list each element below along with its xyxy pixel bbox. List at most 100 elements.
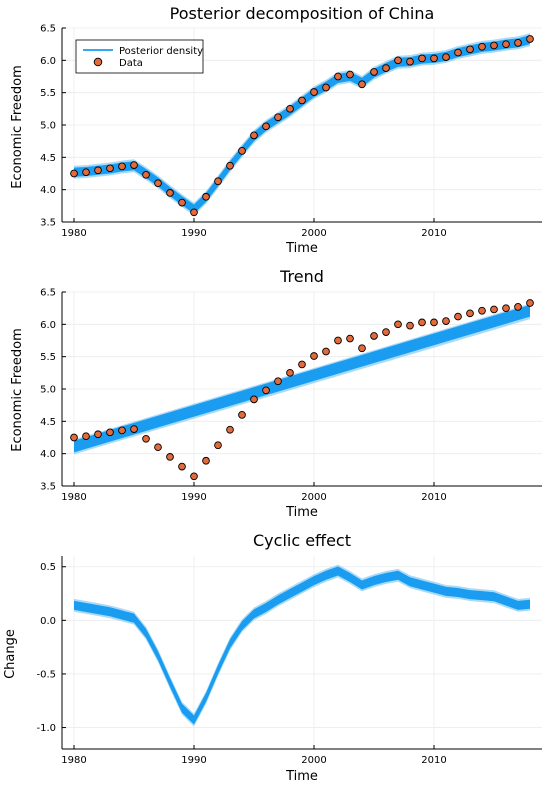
x-axis-label: Time bbox=[285, 241, 318, 256]
y-axis-label: Change bbox=[3, 629, 18, 679]
data-point bbox=[286, 368, 294, 377]
y-axis-label: Economic Freedom bbox=[10, 65, 25, 189]
x-tick-label: 2000 bbox=[301, 492, 326, 503]
data-point bbox=[418, 54, 426, 63]
data-point bbox=[130, 425, 138, 433]
data-point bbox=[286, 104, 294, 113]
y-tick-label: 6.0 bbox=[40, 320, 56, 331]
y-tick-label: 6.5 bbox=[40, 24, 56, 35]
trend-band-inner bbox=[74, 304, 530, 453]
data-points bbox=[70, 299, 534, 481]
chart-title: Posterior decomposition of China bbox=[170, 4, 435, 23]
data-point bbox=[130, 161, 138, 169]
data-point bbox=[238, 147, 246, 155]
data-point bbox=[106, 164, 114, 173]
posterior-band bbox=[74, 33, 530, 216]
data-point bbox=[334, 336, 342, 345]
data-point bbox=[274, 113, 282, 122]
y-tick-label: 0.5 bbox=[40, 562, 56, 573]
data-point bbox=[478, 42, 486, 51]
trend-band bbox=[74, 303, 530, 455]
x-tick-label: 2000 bbox=[301, 755, 326, 766]
data-point bbox=[454, 312, 462, 321]
data-point bbox=[214, 441, 222, 450]
data-point bbox=[70, 433, 78, 442]
data-point bbox=[118, 426, 126, 435]
legend-marker-swatch bbox=[93, 57, 103, 67]
data-point bbox=[346, 70, 354, 79]
y-tick-label: -1.0 bbox=[36, 723, 56, 734]
legend-box bbox=[75, 39, 204, 74]
data-point bbox=[442, 53, 450, 61]
x-tick-label: 1990 bbox=[181, 755, 206, 766]
tick-labels: 1980 1990 2000 2010 3.5 4.0 4.5 5.0 5.5 6.0 6.5 bbox=[40, 24, 447, 240]
data-point bbox=[514, 39, 522, 47]
data-point bbox=[394, 320, 402, 329]
data-point bbox=[526, 299, 534, 307]
data-point bbox=[82, 168, 90, 177]
data-point bbox=[202, 192, 210, 201]
data-point bbox=[154, 179, 162, 188]
data-point bbox=[394, 56, 402, 65]
x-tick-label: 2000 bbox=[301, 228, 326, 239]
data-point bbox=[166, 453, 174, 461]
data-point bbox=[94, 430, 102, 439]
data-point bbox=[214, 177, 222, 186]
y-tick-label: 4.5 bbox=[40, 153, 56, 164]
y-tick-label: -0.5 bbox=[36, 669, 56, 680]
x-tick-label: 1980 bbox=[61, 228, 86, 239]
data-point bbox=[226, 161, 234, 170]
data-point bbox=[442, 317, 450, 325]
data-point bbox=[418, 318, 426, 327]
x-tick-label: 1980 bbox=[61, 492, 86, 503]
data-point bbox=[502, 40, 510, 49]
panel-posterior-decomposition: Posterior decomposition of China Economi… bbox=[10, 4, 542, 256]
data-point bbox=[334, 72, 342, 81]
data-point bbox=[490, 41, 498, 50]
tick-labels: 1980 1990 2000 2010 3.5 4.0 4.5 5.0 5.5 6.0 6.5 bbox=[40, 288, 447, 504]
data-point bbox=[478, 306, 486, 315]
data-point bbox=[250, 131, 258, 140]
legend-label-data: Data bbox=[119, 58, 143, 69]
data-point bbox=[298, 360, 306, 369]
y-tick-label: 5.5 bbox=[40, 352, 56, 363]
x-tick-label: 1990 bbox=[181, 228, 206, 239]
y-tick-label: 6.0 bbox=[40, 56, 56, 67]
band-inner bbox=[74, 566, 530, 725]
x-axis-label: Time bbox=[285, 505, 318, 520]
data-point bbox=[166, 189, 174, 197]
x-tick-label: 2010 bbox=[421, 492, 446, 503]
x-tick-label: 1990 bbox=[181, 492, 206, 503]
axes bbox=[61, 291, 542, 487]
data-point bbox=[310, 352, 318, 360]
data-point bbox=[226, 425, 234, 434]
data-point bbox=[250, 395, 258, 404]
data-point bbox=[406, 321, 414, 330]
data-point bbox=[178, 198, 186, 207]
y-tick-label: 3.5 bbox=[40, 482, 56, 493]
chart-title: Cyclic effect bbox=[253, 531, 351, 550]
data-point bbox=[94, 166, 102, 175]
data-point bbox=[382, 328, 390, 336]
data-point bbox=[142, 434, 150, 443]
data-point bbox=[430, 318, 438, 327]
y-tick-label: 4.5 bbox=[40, 417, 56, 428]
data-point bbox=[202, 456, 210, 465]
y-tick-label: 4.0 bbox=[40, 449, 56, 460]
data-point bbox=[466, 45, 474, 54]
tick-labels: 1980 1990 2000 2010 -1.0 -0.5 0.0 0.5 bbox=[36, 562, 446, 766]
data-point bbox=[190, 472, 198, 481]
panel-cyclic-effect: Cyclic effect Change Time 1980 1990 2000 20… bbox=[3, 531, 542, 784]
axes bbox=[61, 556, 542, 750]
x-tick-label: 1980 bbox=[61, 755, 86, 766]
data-point bbox=[526, 35, 534, 43]
data-point bbox=[262, 386, 270, 395]
legend: Posterior density Data bbox=[75, 39, 204, 74]
y-tick-label: 3.5 bbox=[40, 218, 56, 229]
y-tick-label: 0.0 bbox=[40, 616, 56, 627]
data-point bbox=[154, 443, 162, 452]
data-point bbox=[406, 57, 414, 66]
data-point bbox=[454, 48, 462, 57]
data-point bbox=[382, 64, 390, 72]
data-point bbox=[82, 432, 90, 441]
